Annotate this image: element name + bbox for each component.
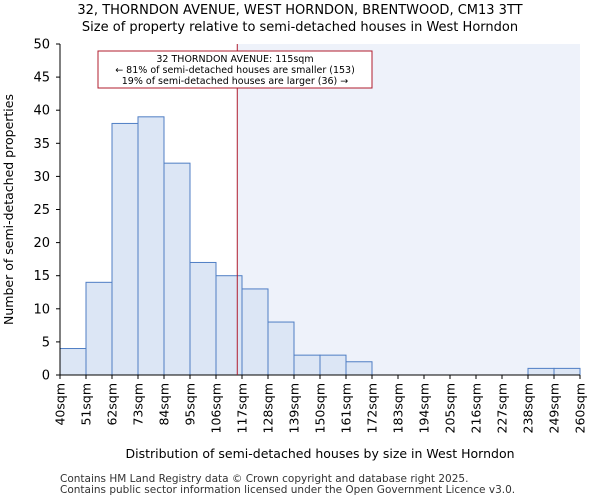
- x-tick-label-84sqm: 84sqm: [157, 383, 172, 426]
- bar-73sqm: [137, 116, 165, 376]
- x-tick-label-172sqm: 172sqm: [365, 383, 380, 433]
- bar-150sqm: [319, 354, 347, 376]
- x-tick-label-249sqm: 249sqm: [547, 383, 562, 433]
- bar-106sqm: [215, 275, 243, 376]
- y-tick-label-50: 50: [33, 38, 50, 53]
- bar-117sqm: [241, 288, 269, 376]
- y-tick-label-40: 40: [33, 104, 50, 119]
- chart-subtitle: Size of property relative to semi-detach…: [81, 20, 519, 35]
- bar-51sqm: [85, 281, 113, 376]
- y-tick-label-0: 0: [42, 369, 50, 384]
- x-tick-label-95sqm: 95sqm: [183, 383, 198, 426]
- annotation-box: [97, 50, 373, 89]
- y-tick-label-5: 5: [42, 335, 50, 350]
- bar-249sqm: [553, 367, 581, 376]
- x-tick-label-161sqm: 161sqm: [339, 383, 354, 433]
- y-tick-label-30: 30: [33, 170, 50, 185]
- x-axis-label: Distribution of semi-detached houses by …: [125, 446, 515, 461]
- y-tick-label-45: 45: [33, 71, 50, 86]
- bar-139sqm: [293, 354, 321, 376]
- x-tick-label-117sqm: 117sqm: [235, 383, 250, 433]
- chart-title: 32, THORNDON AVENUE, WEST HORNDON, BRENT…: [77, 3, 523, 18]
- x-tick-label-227sqm: 227sqm: [495, 383, 510, 433]
- x-tick-label-128sqm: 128sqm: [261, 383, 276, 433]
- footer-licence: Contains public sector information licen…: [60, 484, 516, 496]
- y-tick-label-25: 25: [33, 203, 50, 218]
- y-tick-label-20: 20: [33, 236, 50, 251]
- x-tick-label-238sqm: 238sqm: [521, 383, 536, 433]
- bar-40sqm: [59, 348, 87, 376]
- x-tick-label-62sqm: 62sqm: [105, 383, 120, 426]
- y-tick-label-35: 35: [33, 137, 50, 152]
- bar-238sqm: [527, 367, 555, 376]
- x-tick-label-216sqm: 216sqm: [469, 383, 484, 433]
- annotation-line-1: 32 THORNDON AVENUE: 115sqm: [156, 54, 313, 65]
- bar-161sqm: [345, 361, 373, 376]
- x-tick-label-73sqm: 73sqm: [131, 383, 146, 426]
- y-tick-label-15: 15: [33, 269, 50, 284]
- x-tick-label-106sqm: 106sqm: [209, 383, 224, 433]
- x-tick-label-194sqm: 194sqm: [417, 383, 432, 433]
- x-tick-label-260sqm: 260sqm: [573, 383, 588, 433]
- bar-95sqm: [189, 261, 217, 376]
- annotation-line-3: 19% of semi-detached houses are larger (…: [122, 76, 349, 87]
- bar-84sqm: [163, 162, 191, 376]
- x-tick-label-183sqm: 183sqm: [391, 383, 406, 433]
- y-tick-label-10: 10: [33, 302, 50, 317]
- annotation-line-2: ← 81% of semi-detached houses are smalle…: [115, 65, 355, 76]
- x-tick-label-51sqm: 51sqm: [79, 383, 94, 426]
- bar-128sqm: [267, 321, 295, 376]
- footer-copyright: Contains HM Land Registry data © Crown c…: [60, 473, 469, 485]
- x-tick-label-139sqm: 139sqm: [287, 383, 302, 433]
- x-tick-label-150sqm: 150sqm: [313, 383, 328, 433]
- x-tick-label-40sqm: 40sqm: [53, 383, 68, 426]
- larger-region-highlight: [237, 44, 581, 375]
- bar-62sqm: [111, 122, 139, 376]
- y-axis-label: Number of semi-detached properties: [1, 94, 16, 325]
- x-tick-label-205sqm: 205sqm: [443, 383, 458, 433]
